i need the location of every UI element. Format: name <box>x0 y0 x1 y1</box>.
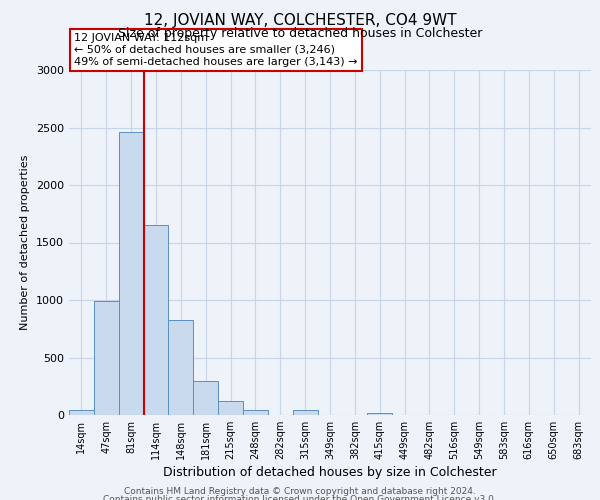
Bar <box>94 301 119 415</box>
Bar <box>367 412 392 415</box>
Text: 12 JOVIAN WAY: 112sqm
← 50% of detached houses are smaller (3,246)
49% of semi-d: 12 JOVIAN WAY: 112sqm ← 50% of detached … <box>74 34 358 66</box>
Bar <box>218 401 243 415</box>
Text: Contains HM Land Registry data © Crown copyright and database right 2024.: Contains HM Land Registry data © Crown c… <box>124 487 476 496</box>
Text: Size of property relative to detached houses in Colchester: Size of property relative to detached ho… <box>118 28 482 40</box>
Bar <box>169 320 193 415</box>
Text: Contains public sector information licensed under the Open Government Licence v3: Contains public sector information licen… <box>103 495 497 500</box>
Bar <box>143 225 169 415</box>
Bar <box>69 410 94 415</box>
Y-axis label: Number of detached properties: Number of detached properties <box>20 155 31 330</box>
Bar <box>243 410 268 415</box>
X-axis label: Distribution of detached houses by size in Colchester: Distribution of detached houses by size … <box>163 466 497 479</box>
Bar <box>119 132 143 415</box>
Bar <box>193 380 218 415</box>
Text: 12, JOVIAN WAY, COLCHESTER, CO4 9WT: 12, JOVIAN WAY, COLCHESTER, CO4 9WT <box>143 12 457 28</box>
Bar <box>293 410 317 415</box>
